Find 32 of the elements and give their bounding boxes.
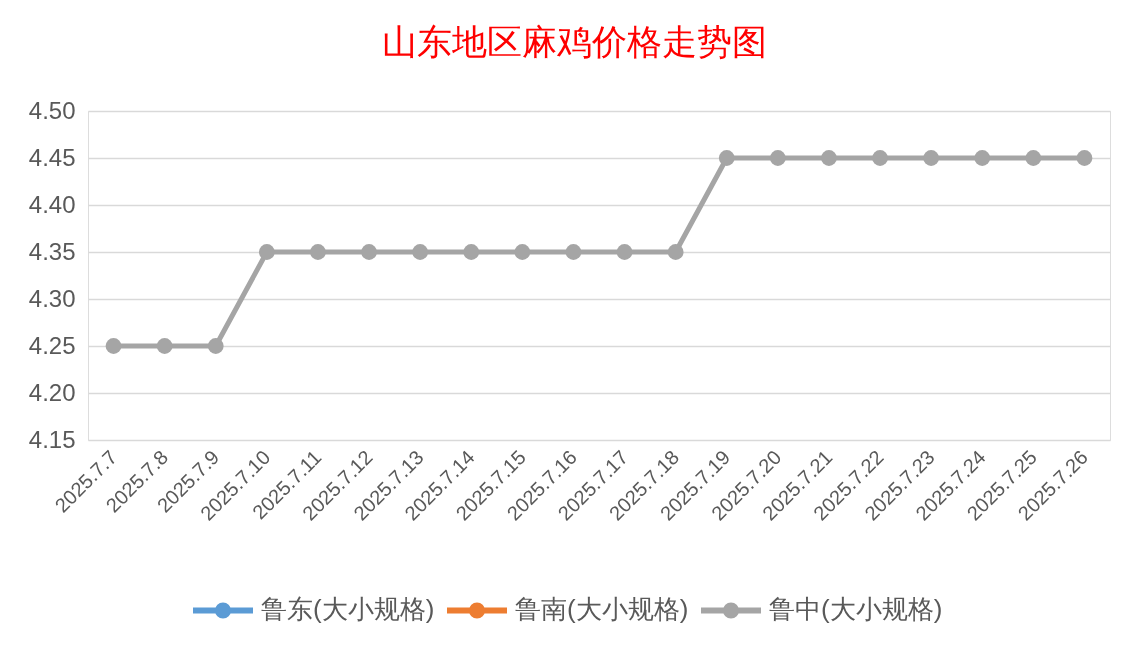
- y-tick-label: 4.30: [28, 284, 76, 312]
- point: [156, 338, 173, 354]
- point: [616, 244, 633, 260]
- point: [974, 150, 991, 166]
- y-tick-label: 4.15: [28, 425, 76, 453]
- y-tick-label: 4.45: [28, 143, 76, 171]
- legend-label: 鲁东(大小规格): [261, 594, 435, 625]
- point: [821, 150, 837, 166]
- point: [361, 244, 377, 260]
- point: [514, 244, 531, 260]
- y-tick-label: 4.20: [28, 378, 76, 406]
- y-tick-label: 4.35: [28, 237, 76, 265]
- legend-label: 鲁中(大小规格): [769, 594, 943, 625]
- point: [923, 150, 940, 166]
- point: [1025, 150, 1042, 166]
- y-tick-label: 4.25: [28, 331, 76, 359]
- point: [105, 338, 122, 354]
- point: [769, 150, 786, 166]
- y-tick-label: 4.40: [28, 190, 76, 218]
- point: [412, 244, 429, 260]
- point: [667, 244, 684, 260]
- chart-title: 山东地区麻鸡价格走势图: [381, 23, 767, 62]
- point: [463, 244, 480, 260]
- point: [310, 244, 326, 260]
- y-tick-label: 4.50: [28, 96, 76, 124]
- legend-label: 鲁南(大小规格): [515, 594, 689, 625]
- point: [718, 150, 735, 166]
- point: [207, 338, 224, 354]
- point: [1076, 150, 1093, 166]
- point: [565, 244, 582, 260]
- point: [872, 150, 888, 166]
- point: [258, 244, 275, 260]
